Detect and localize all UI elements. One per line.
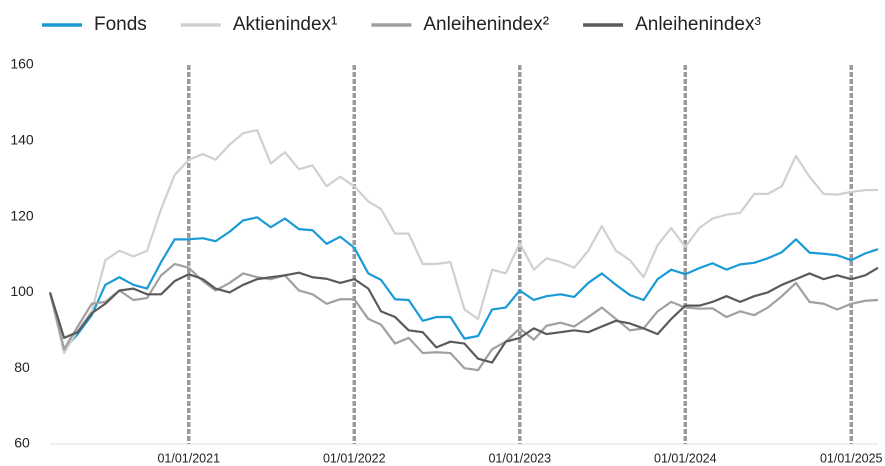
legend-label: Fonds xyxy=(94,14,147,35)
x-tick-label: 01/01/2021 xyxy=(157,451,220,465)
series-line xyxy=(48,266,879,364)
x-tick-label: 01/01/2024 xyxy=(654,451,717,465)
series-line xyxy=(48,216,879,351)
y-tick-label: 60 xyxy=(14,435,30,451)
x-tick-label: 01/01/2022 xyxy=(323,451,386,465)
x-tick-label: 01/01/2025 xyxy=(820,451,883,465)
series-line xyxy=(48,129,878,355)
legend-label: Anleihenindex³ xyxy=(635,14,761,35)
x-tick-label: 01/01/2023 xyxy=(488,451,551,465)
legend-label: Anleihenindex² xyxy=(423,14,549,35)
y-tick-label: 120 xyxy=(10,207,34,223)
y-tick-label: 80 xyxy=(14,359,30,375)
y-tick-label: 140 xyxy=(10,132,34,148)
y-tick-label: 160 xyxy=(10,56,34,72)
legend-label: Aktienindex¹ xyxy=(233,14,338,35)
y-tick-label: 100 xyxy=(10,283,34,299)
series-line xyxy=(48,262,879,372)
